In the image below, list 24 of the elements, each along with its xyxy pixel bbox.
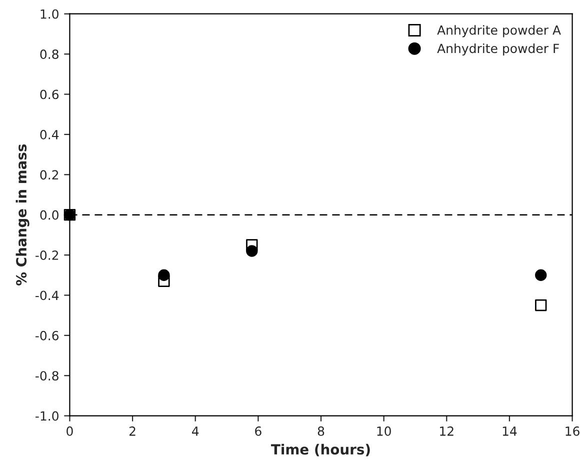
x-tick-label: 2	[129, 426, 136, 436]
y-tick-label: -0.2	[36, 250, 58, 260]
x-tick-label: 4	[192, 426, 199, 436]
y-axis-title: % Change in mass	[16, 144, 30, 286]
x-axis-title: Time (hours)	[271, 444, 370, 456]
x-tick-label: 10	[377, 426, 391, 436]
y-tick-label: 0.0	[40, 210, 58, 220]
x-tick-label: 8	[318, 426, 324, 436]
y-tick-label: 1.0	[40, 9, 58, 19]
legend-label: Anhydrite powder F	[437, 43, 559, 56]
y-tick-label: -0.4	[36, 290, 59, 300]
y-tick-label: -1.0	[36, 411, 58, 421]
x-tick-label: 0	[66, 426, 73, 436]
x-tick-label: 14	[502, 426, 517, 436]
y-tick-label: 0.2	[40, 170, 58, 180]
y-tick-label: 0.6	[40, 90, 59, 100]
legend-label: Anhydrite powder A	[437, 25, 561, 38]
y-tick-label: 0.4	[40, 130, 59, 140]
x-tick-label: 16	[566, 426, 580, 436]
x-tick-label: 6	[255, 426, 262, 436]
x-tick-label: 12	[440, 426, 454, 436]
y-tick-label: -0.8	[36, 371, 58, 381]
y-tick-label: 0.8	[40, 50, 58, 59]
y-tick-label: -0.6	[36, 330, 59, 340]
